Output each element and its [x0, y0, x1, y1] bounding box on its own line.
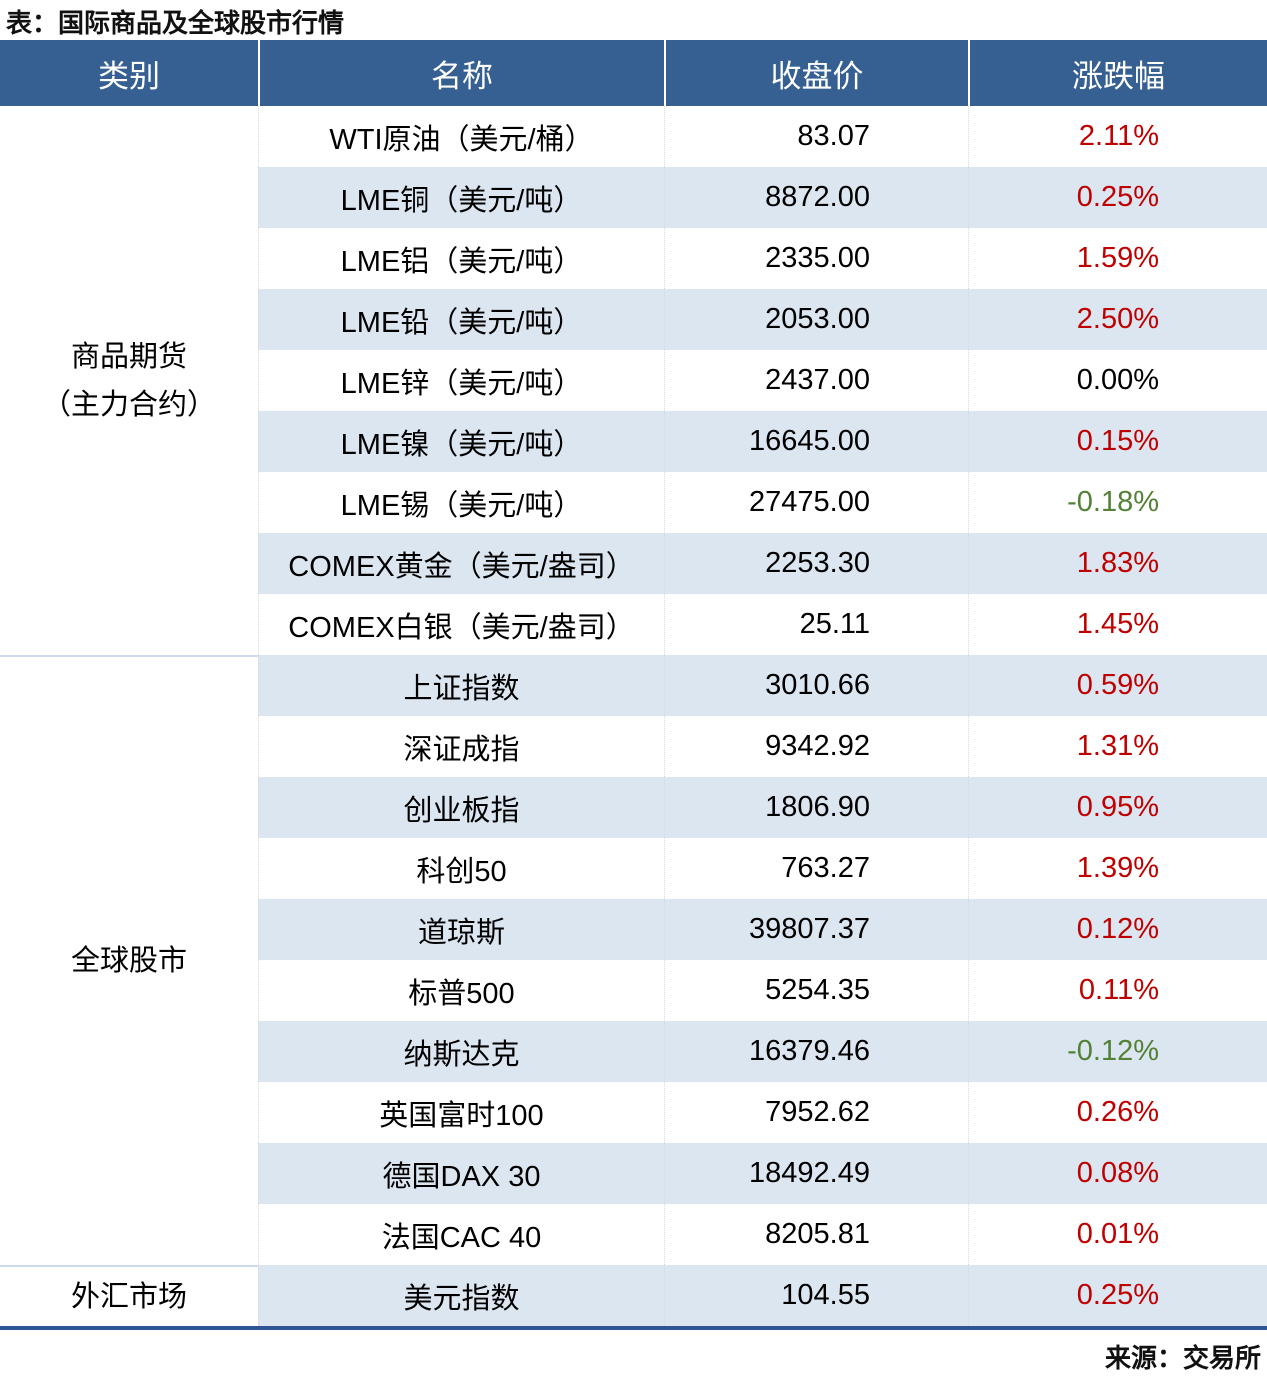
change-cell: -0.18% — [968, 472, 1267, 533]
name-cell: 法国CAC 40 — [258, 1204, 664, 1265]
category-label-line: 全球股市 — [70, 945, 187, 977]
close-cell: 16645.00 — [664, 411, 968, 472]
change-cell: 0.01% — [968, 1204, 1267, 1265]
close-cell: 39807.37 — [664, 899, 968, 960]
name-cell: 纳斯达克 — [258, 1021, 664, 1082]
change-cell: 2.50% — [968, 289, 1267, 350]
name-cell: 深证成指 — [258, 716, 664, 777]
name-cell: 道琼斯 — [258, 899, 664, 960]
name-cell: WTI原油（美元/桶） — [258, 106, 664, 167]
header-cell-category: 类别 — [0, 40, 258, 106]
change-cell: 0.59% — [968, 655, 1267, 716]
close-cell: 83.07 — [664, 106, 968, 167]
source-note: 来源：交易所 — [1104, 1343, 1261, 1373]
name-cell: 科创50 — [258, 838, 664, 899]
market-table: 类别 名称 收盘价 涨跌幅 WTI原油（美元/桶） 83.07 2.11% LME铜（… — [0, 40, 1267, 1330]
name-cell: COMEX白银（美元/盎司） — [258, 594, 664, 655]
name-cell: COMEX黄金（美元/盎司） — [258, 533, 664, 594]
category-cell: 全球股市 — [0, 655, 258, 1265]
close-cell: 8205.81 — [664, 1204, 968, 1265]
change-cell: 0.00% — [968, 350, 1267, 411]
category-label-line: （主力合约） — [41, 388, 216, 421]
change-cell: 1.31% — [968, 716, 1267, 777]
name-cell: LME锡（美元/吨） — [258, 472, 664, 533]
change-cell: 0.15% — [968, 411, 1267, 472]
name-cell: 德国DAX 30 — [258, 1143, 664, 1204]
close-cell: 18492.49 — [664, 1143, 968, 1204]
close-cell: 2335.00 — [664, 228, 968, 289]
name-cell: 英国富时100 — [258, 1082, 664, 1143]
change-cell: 1.59% — [968, 228, 1267, 289]
header-cell-change: 涨跌幅 — [968, 40, 1267, 106]
close-cell: 9342.92 — [664, 716, 968, 777]
close-cell: 27475.00 — [664, 472, 968, 533]
change-cell: 0.25% — [968, 1265, 1267, 1326]
name-cell: 上证指数 — [258, 655, 664, 716]
name-cell: LME锌（美元/吨） — [258, 350, 664, 411]
header-cell-close: 收盘价 — [664, 40, 968, 106]
close-cell: 2053.00 — [664, 289, 968, 350]
change-cell: -0.12% — [968, 1021, 1267, 1082]
name-cell: LME镍（美元/吨） — [258, 411, 664, 472]
name-cell: LME铜（美元/吨） — [258, 167, 664, 228]
category-label-line: 外汇市场 — [70, 1280, 187, 1313]
category-cell: 外汇市场 — [0, 1265, 258, 1326]
change-cell: 1.45% — [968, 594, 1267, 655]
change-cell: 0.11% — [968, 960, 1267, 1021]
name-cell: 创业板指 — [258, 777, 664, 838]
close-cell: 2253.30 — [664, 533, 968, 594]
close-cell: 1806.90 — [664, 777, 968, 838]
close-cell: 763.27 — [664, 838, 968, 899]
header-cell-name: 名称 — [258, 40, 664, 106]
name-cell: LME铝（美元/吨） — [258, 228, 664, 289]
change-cell: 0.95% — [968, 777, 1267, 838]
category-label-line: 商品期货 — [70, 340, 187, 373]
close-cell: 8872.00 — [664, 167, 968, 228]
change-cell: 1.39% — [968, 838, 1267, 899]
close-cell: 5254.35 — [664, 960, 968, 1021]
close-cell: 2437.00 — [664, 350, 968, 411]
name-cell: 美元指数 — [258, 1265, 664, 1326]
close-cell: 7952.62 — [664, 1082, 968, 1143]
change-cell: 0.26% — [968, 1082, 1267, 1143]
change-cell: 0.25% — [968, 167, 1267, 228]
close-cell: 3010.66 — [664, 655, 968, 716]
page-title: 表：国际商品及全球股市行情 — [6, 8, 345, 38]
name-cell: LME铅（美元/吨） — [258, 289, 664, 350]
change-cell: 0.08% — [968, 1143, 1267, 1204]
name-cell: 标普500 — [258, 960, 664, 1021]
close-cell: 25.11 — [664, 594, 968, 655]
category-cell: 商品期货 （主力合约） — [0, 106, 258, 655]
close-cell: 104.55 — [664, 1265, 968, 1326]
change-cell: 1.83% — [968, 533, 1267, 594]
close-cell: 16379.46 — [664, 1021, 968, 1082]
change-cell: 2.11% — [968, 106, 1267, 167]
change-cell: 0.12% — [968, 899, 1267, 960]
